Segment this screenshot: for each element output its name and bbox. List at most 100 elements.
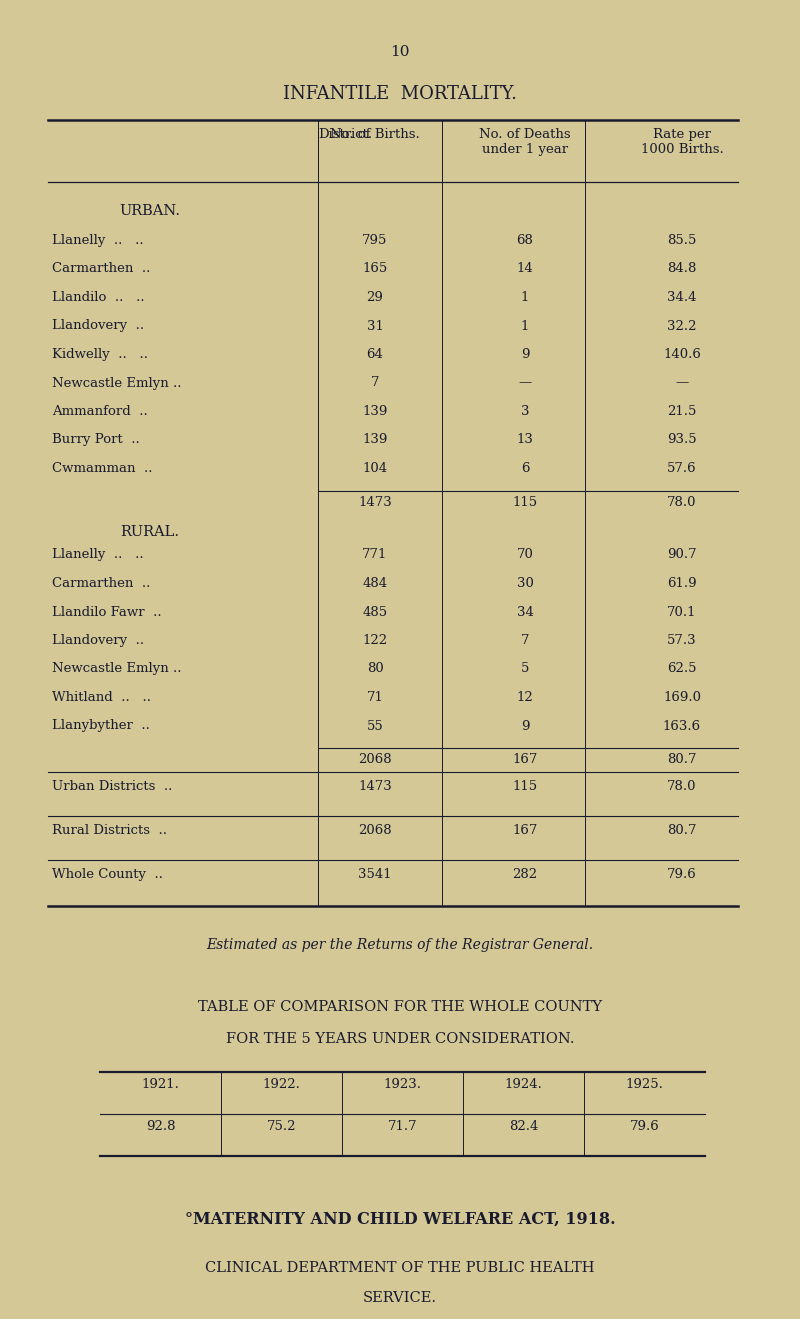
Text: FOR THE 5 YEARS UNDER CONSIDERATION.: FOR THE 5 YEARS UNDER CONSIDERATION. bbox=[226, 1031, 574, 1046]
Text: 14: 14 bbox=[517, 262, 534, 276]
Text: 79.6: 79.6 bbox=[667, 868, 697, 881]
Text: 1923.: 1923. bbox=[383, 1078, 422, 1091]
Text: URBAN.: URBAN. bbox=[119, 204, 181, 218]
Text: 29: 29 bbox=[366, 291, 383, 303]
Text: SERVICE.: SERVICE. bbox=[363, 1291, 437, 1304]
Text: 61.9: 61.9 bbox=[667, 576, 697, 590]
Text: 1: 1 bbox=[521, 291, 529, 303]
Text: 140.6: 140.6 bbox=[663, 348, 701, 361]
Text: 79.6: 79.6 bbox=[630, 1120, 659, 1133]
Text: 80.7: 80.7 bbox=[667, 753, 697, 766]
Text: —: — bbox=[518, 376, 532, 389]
Text: 21.5: 21.5 bbox=[667, 405, 697, 418]
Text: 80: 80 bbox=[366, 662, 383, 675]
Text: District.: District. bbox=[318, 128, 372, 141]
Text: 12: 12 bbox=[517, 691, 534, 704]
Text: Whitland  ..   ..: Whitland .. .. bbox=[52, 691, 151, 704]
Text: 5: 5 bbox=[521, 662, 529, 675]
Text: 90.7: 90.7 bbox=[667, 549, 697, 562]
Text: Carmarthen  ..: Carmarthen .. bbox=[52, 576, 150, 590]
Text: 57.3: 57.3 bbox=[667, 634, 697, 648]
Text: 34: 34 bbox=[517, 605, 534, 619]
Text: Ammanford  ..: Ammanford .. bbox=[52, 405, 148, 418]
Text: 92.8: 92.8 bbox=[146, 1120, 175, 1133]
Text: °MATERNITY AND CHILD WELFARE ACT, 1918.: °MATERNITY AND CHILD WELFARE ACT, 1918. bbox=[185, 1211, 615, 1228]
Text: 282: 282 bbox=[513, 868, 538, 881]
Text: 78.0: 78.0 bbox=[667, 780, 697, 793]
Text: 70.1: 70.1 bbox=[667, 605, 697, 619]
Text: Newcastle Emlyn ..: Newcastle Emlyn .. bbox=[52, 662, 182, 675]
Text: 71.7: 71.7 bbox=[388, 1120, 418, 1133]
Text: Estimated as per the Returns of the Registrar General.: Estimated as per the Returns of the Regi… bbox=[206, 938, 594, 952]
Text: 1925.: 1925. bbox=[626, 1078, 663, 1091]
Text: 55: 55 bbox=[366, 719, 383, 732]
Text: 82.4: 82.4 bbox=[509, 1120, 538, 1133]
Text: 104: 104 bbox=[362, 462, 387, 475]
Text: 163.6: 163.6 bbox=[663, 719, 701, 732]
Text: Newcastle Emlyn ..: Newcastle Emlyn .. bbox=[52, 376, 182, 389]
Text: 68: 68 bbox=[517, 233, 534, 247]
Text: 34.4: 34.4 bbox=[667, 291, 697, 303]
Text: 167: 167 bbox=[512, 824, 538, 838]
Text: 7: 7 bbox=[521, 634, 530, 648]
Text: 484: 484 bbox=[362, 576, 387, 590]
Text: Llanelly  ..   ..: Llanelly .. .. bbox=[52, 549, 144, 562]
Text: 1924.: 1924. bbox=[505, 1078, 542, 1091]
Text: Burry Port  ..: Burry Port .. bbox=[52, 434, 140, 447]
Text: 78.0: 78.0 bbox=[667, 496, 697, 509]
Text: 13: 13 bbox=[517, 434, 534, 447]
Text: 9: 9 bbox=[521, 719, 530, 732]
Text: 1922.: 1922. bbox=[262, 1078, 301, 1091]
Text: RURAL.: RURAL. bbox=[121, 525, 179, 539]
Text: Llandilo  ..   ..: Llandilo .. .. bbox=[52, 291, 145, 303]
Text: 71: 71 bbox=[366, 691, 383, 704]
Text: Llandilo Fawr  ..: Llandilo Fawr .. bbox=[52, 605, 162, 619]
Text: 9: 9 bbox=[521, 348, 530, 361]
Text: 485: 485 bbox=[362, 605, 387, 619]
Text: 167: 167 bbox=[512, 753, 538, 766]
Text: 85.5: 85.5 bbox=[667, 233, 697, 247]
Text: 7: 7 bbox=[370, 376, 379, 389]
Text: 3541: 3541 bbox=[358, 868, 392, 881]
Text: INFANTILE  MORTALITY.: INFANTILE MORTALITY. bbox=[283, 84, 517, 103]
Text: TABLE OF COMPARISON FOR THE WHOLE COUNTY: TABLE OF COMPARISON FOR THE WHOLE COUNTY bbox=[198, 1000, 602, 1014]
Text: No. of Births.: No. of Births. bbox=[330, 128, 420, 141]
Text: No. of Deaths
under 1 year: No. of Deaths under 1 year bbox=[479, 128, 571, 156]
Text: 93.5: 93.5 bbox=[667, 434, 697, 447]
Text: 795: 795 bbox=[362, 233, 388, 247]
Text: 1921.: 1921. bbox=[142, 1078, 179, 1091]
Text: CLINICAL DEPARTMENT OF THE PUBLIC HEALTH: CLINICAL DEPARTMENT OF THE PUBLIC HEALTH bbox=[206, 1261, 594, 1275]
Text: 64: 64 bbox=[366, 348, 383, 361]
Text: 84.8: 84.8 bbox=[667, 262, 697, 276]
Text: Cwmamman  ..: Cwmamman .. bbox=[52, 462, 153, 475]
Text: 139: 139 bbox=[362, 405, 388, 418]
Text: 80.7: 80.7 bbox=[667, 824, 697, 838]
Text: 1473: 1473 bbox=[358, 496, 392, 509]
Text: 2068: 2068 bbox=[358, 753, 392, 766]
Text: Llandovery  ..: Llandovery .. bbox=[52, 319, 144, 332]
Text: 57.6: 57.6 bbox=[667, 462, 697, 475]
Text: 31: 31 bbox=[366, 319, 383, 332]
Text: Kidwelly  ..   ..: Kidwelly .. .. bbox=[52, 348, 148, 361]
Text: 30: 30 bbox=[517, 576, 534, 590]
Text: Llanelly  ..   ..: Llanelly .. .. bbox=[52, 233, 144, 247]
Text: Rate per
1000 Births.: Rate per 1000 Births. bbox=[641, 128, 723, 156]
Text: 70: 70 bbox=[517, 549, 534, 562]
Text: 6: 6 bbox=[521, 462, 530, 475]
Text: 3: 3 bbox=[521, 405, 530, 418]
Text: 62.5: 62.5 bbox=[667, 662, 697, 675]
Text: Whole County  ..: Whole County .. bbox=[52, 868, 163, 881]
Text: 32.2: 32.2 bbox=[667, 319, 697, 332]
Text: 1: 1 bbox=[521, 319, 529, 332]
Text: Llanybyther  ..: Llanybyther .. bbox=[52, 719, 150, 732]
Text: 75.2: 75.2 bbox=[266, 1120, 296, 1133]
Text: Llandovery  ..: Llandovery .. bbox=[52, 634, 144, 648]
Text: Urban Districts  ..: Urban Districts .. bbox=[52, 780, 172, 793]
Text: 2068: 2068 bbox=[358, 824, 392, 838]
Text: 1473: 1473 bbox=[358, 780, 392, 793]
Text: 169.0: 169.0 bbox=[663, 691, 701, 704]
Text: 115: 115 bbox=[513, 496, 538, 509]
Text: 165: 165 bbox=[362, 262, 388, 276]
Text: 139: 139 bbox=[362, 434, 388, 447]
Text: 10: 10 bbox=[390, 45, 410, 59]
